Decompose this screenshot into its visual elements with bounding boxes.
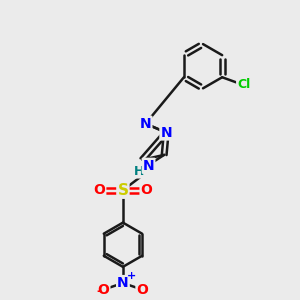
Text: N: N	[117, 276, 129, 290]
Text: O: O	[141, 183, 152, 197]
Text: N: N	[140, 117, 152, 131]
Text: +: +	[127, 271, 136, 281]
Text: -: -	[96, 285, 101, 298]
Text: O: O	[93, 183, 105, 197]
Text: O: O	[98, 284, 110, 297]
Text: N: N	[143, 159, 154, 173]
Text: Cl: Cl	[237, 78, 250, 91]
Text: N: N	[160, 125, 172, 140]
Text: O: O	[136, 284, 148, 297]
Text: S: S	[117, 183, 128, 198]
Text: H: H	[134, 165, 144, 178]
